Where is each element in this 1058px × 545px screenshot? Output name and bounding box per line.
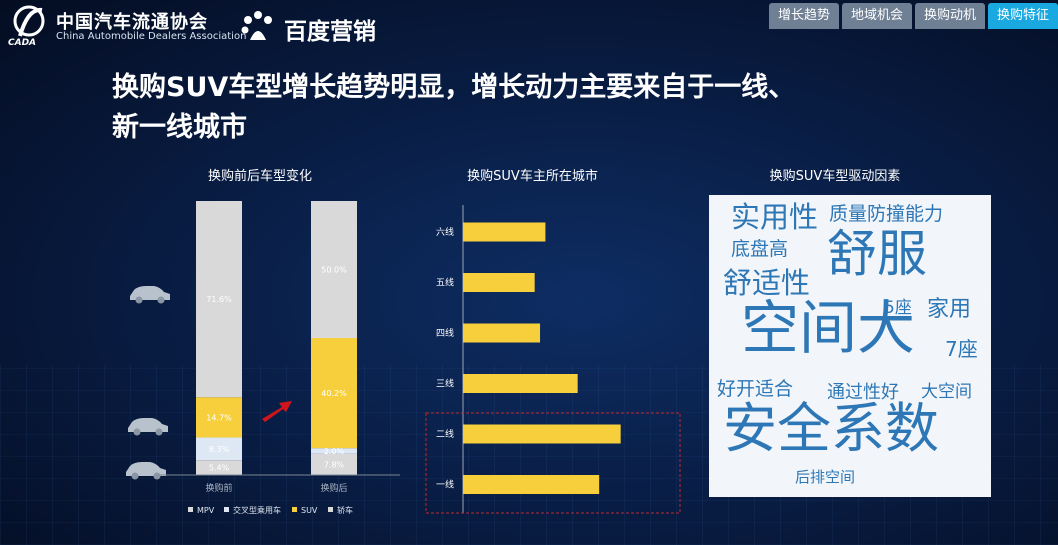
stacked-bar-segment	[311, 338, 357, 449]
word-cloud-term: 大空间	[921, 382, 972, 402]
y-tick-label: 二线	[436, 428, 454, 440]
data-label: 7.8%	[324, 460, 345, 469]
chart2-title: 换购SUV车主所在城市	[467, 169, 598, 184]
car-body	[130, 286, 170, 300]
tab-growth-trend[interactable]: 增长趋势	[768, 3, 839, 29]
stacked-bar-segment	[196, 201, 242, 398]
legend-label: 轿车	[337, 505, 353, 515]
data-label: 8.3%	[209, 445, 230, 454]
word-cloud-term: 舒服	[827, 225, 927, 283]
car-body	[128, 418, 168, 432]
data-label: 5.4%	[209, 464, 230, 473]
partner-name: 百度营销	[284, 19, 376, 45]
car-wheel	[131, 472, 139, 480]
legend-swatch	[292, 507, 297, 512]
word-cloud-term: 空间大	[741, 294, 916, 362]
legend-swatch	[224, 507, 229, 512]
word-cloud-term: 好开适合	[717, 378, 794, 400]
tab-purchase-motive[interactable]: 换购动机	[914, 3, 985, 29]
data-label: 14.7%	[206, 413, 232, 422]
stacked-bar-segment	[311, 448, 357, 454]
car-wheel	[133, 428, 141, 436]
word-cloud-term: 后排空间	[795, 468, 856, 486]
data-label: 50.0%	[321, 266, 347, 275]
legend-swatch	[188, 507, 193, 512]
bar	[463, 374, 578, 393]
car-icon	[130, 286, 170, 304]
car-wheel	[153, 472, 161, 480]
stacked-bar-segment	[311, 201, 357, 338]
page-title: 换购SUV车型增长趋势明显，增长动力主要来自于一线、 新一线城市	[112, 68, 1012, 148]
word-cloud-term: 7座	[945, 337, 978, 361]
stacked-bar-segment	[311, 453, 357, 475]
car-wheel	[157, 296, 165, 304]
stacked-bar-segment	[196, 437, 242, 461]
bar	[463, 273, 535, 292]
data-label: 40.2%	[321, 389, 347, 398]
tab-bar: 增长趋势 地域机会 换购动机 换购特征	[768, 3, 1058, 29]
x-tick-label: 换购后	[320, 482, 347, 494]
y-tick-label: 三线	[436, 378, 454, 390]
driver-word-cloud: 实用性 质量防撞能力底盘高 舒服 舒适性 5座 家用 空间大 7座好开适合 通过性好 大空间 安全系…	[709, 195, 991, 497]
tab-regional-opportunity[interactable]: 地域机会	[841, 3, 912, 29]
data-label: 2.0%	[324, 447, 345, 456]
legend-label: SUV	[301, 506, 318, 515]
stacked-bar-segment	[196, 397, 242, 438]
word-cloud-term: 通过性好	[827, 382, 899, 403]
bar	[463, 323, 541, 343]
word-cloud-term: 安全系数	[723, 397, 939, 460]
car-wheel	[135, 296, 143, 304]
car-icon	[128, 418, 168, 436]
header: CADA 中国汽车流通协会 China Automobile Dealers A…	[0, 0, 1058, 50]
car-icon	[126, 462, 166, 480]
legend-label: 交叉型乘用车	[233, 505, 281, 515]
baidu-paw-icon	[241, 11, 272, 40]
word-cloud-term: 实用性	[731, 200, 819, 234]
word-cloud-term: 质量防撞能力	[829, 203, 944, 225]
legend-label: MPV	[197, 506, 215, 515]
y-tick-label: 一线	[436, 479, 454, 491]
tab-purchase-feature[interactable]: 换购特征	[987, 3, 1058, 29]
chart3-title: 换购SUV车型驱动因素	[769, 169, 901, 184]
x-tick-label: 换购前	[205, 482, 232, 494]
car-body	[126, 462, 166, 476]
bar	[463, 424, 621, 444]
stacked-bar-segment	[196, 460, 242, 475]
y-tick-label: 五线	[436, 277, 454, 289]
y-tick-label: 六线	[436, 226, 454, 238]
red-arrow-icon	[262, 401, 292, 422]
org-name-en: China Automobile Dealers Association	[56, 31, 247, 42]
data-label: 71.6%	[206, 295, 232, 304]
y-tick-label: 四线	[436, 327, 454, 339]
highlight-box	[425, 412, 681, 514]
bar	[463, 222, 546, 242]
word-cloud-term: 家用	[927, 297, 972, 322]
logo-lettering: CADA	[8, 38, 36, 46]
page-title-line-2: 新一线城市	[112, 112, 247, 143]
word-cloud-term: 舒适性	[723, 266, 811, 300]
cada-logo-icon: CADA	[8, 5, 45, 46]
chart1-title: 换购前后车型变化	[207, 169, 312, 184]
vehicle-type-change-chart: 5.4% 8.3% 14.7% 71.6% 换购前 7.8% 2.0% 40.2% 50.0% 换…	[126, 201, 400, 515]
bar	[463, 475, 600, 494]
legend-swatch	[328, 507, 333, 512]
word-cloud-term: 5座	[884, 298, 912, 318]
car-wheel	[155, 428, 163, 436]
word-cloud-term: 底盘高	[731, 238, 789, 260]
org-name-cn: 中国汽车流通协会	[56, 12, 208, 33]
page-title-line-1: 换购SUV车型增长趋势明显，增长动力主要来自于一线、	[112, 72, 796, 103]
